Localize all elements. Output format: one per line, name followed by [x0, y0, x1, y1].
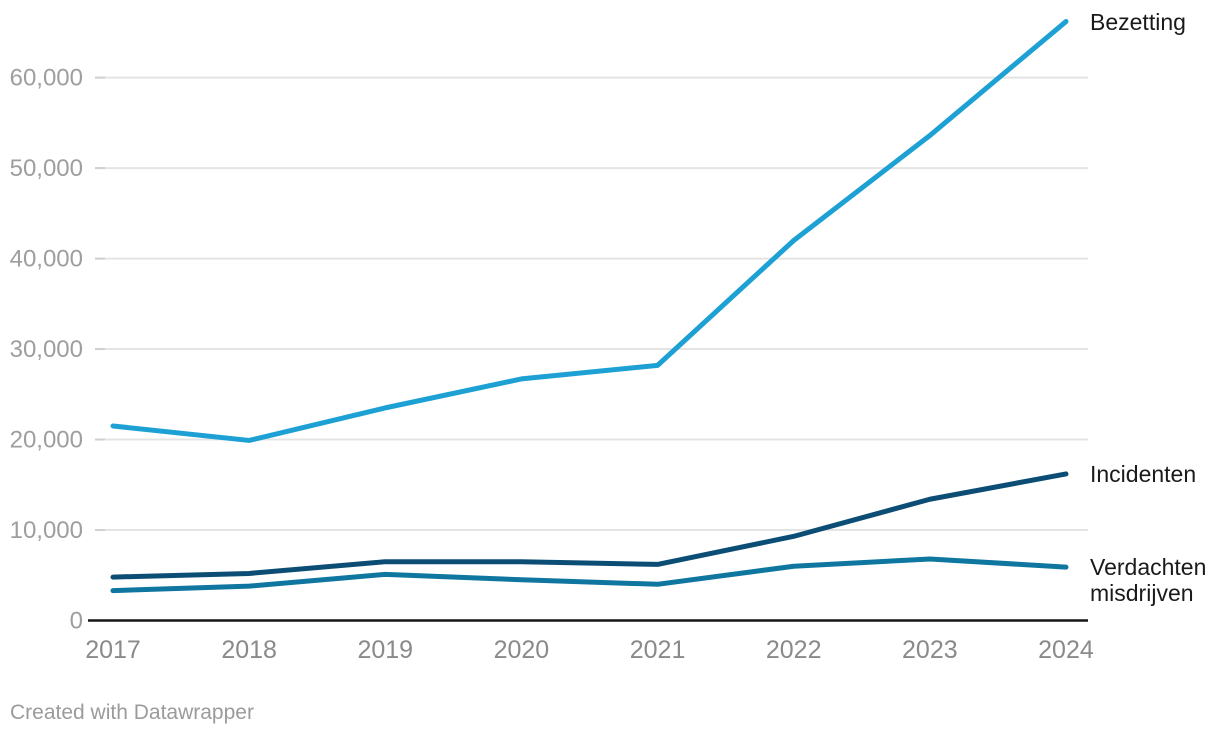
- series-line-incidenten: [110, 471, 1069, 580]
- y-tick-label: 20,000: [10, 427, 83, 454]
- y-tick-label: 10,000: [10, 517, 83, 544]
- x-tick-label: 2021: [630, 636, 686, 664]
- x-tick-label: 2017: [85, 636, 141, 664]
- series-line-verdachten-misdrijven: [110, 556, 1069, 594]
- y-tick-label: 60,000: [10, 65, 83, 92]
- series-label-incidenten: Incidenten: [1090, 460, 1197, 487]
- series-line-bezetting: [110, 19, 1069, 443]
- plot-area: 0 10,000 20,000 30,000 40,000 50,000 60,000 201…: [10, 19, 1094, 664]
- x-tick-label: 2018: [221, 636, 277, 664]
- y-tick-label: 0: [70, 608, 83, 635]
- y-tick-label: 30,000: [10, 336, 83, 363]
- x-tick-label: 2022: [766, 636, 822, 664]
- y-tick-label: 40,000: [10, 246, 83, 273]
- y-tick-label: 50,000: [10, 155, 83, 182]
- x-tick-label: 2023: [902, 636, 958, 664]
- series-label-verdachten-misdrijven: Verdachten misdrijven: [1090, 554, 1207, 607]
- x-tick-label: 2019: [357, 636, 413, 664]
- x-tick-label: 2020: [494, 636, 550, 664]
- x-tick-label: 2024: [1038, 636, 1094, 664]
- datawrapper-credit: Created with Datawrapper: [10, 701, 254, 724]
- series-label-bezetting: Bezetting: [1090, 8, 1186, 35]
